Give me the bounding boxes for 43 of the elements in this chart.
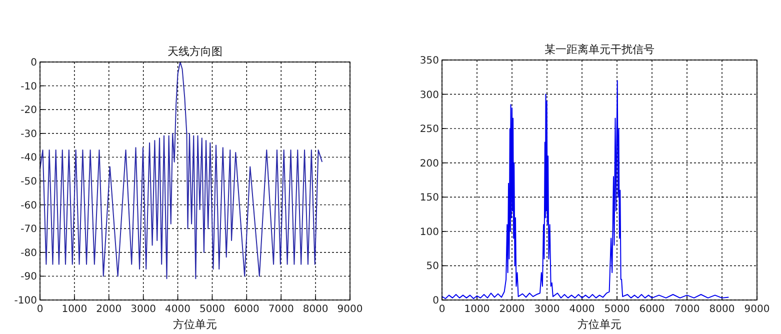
x-tick-label: 8000 bbox=[709, 304, 735, 315]
y-tick-label: -100 bbox=[14, 296, 37, 306]
y-tick-label: 150 bbox=[420, 192, 439, 204]
chart-title: 天线方向图 bbox=[168, 45, 222, 58]
y-tick-label: -30 bbox=[20, 128, 37, 140]
x-tick-label: 9000 bbox=[744, 304, 770, 315]
x-tick-label: 9000 bbox=[337, 304, 363, 315]
x-tick-label: 8000 bbox=[302, 304, 328, 315]
x-tick-label: 1000 bbox=[464, 304, 490, 315]
line-series bbox=[442, 80, 730, 300]
chart-title: 某一距离单元干扰信号 bbox=[544, 43, 654, 56]
y-tick-label: 0 bbox=[30, 58, 37, 68]
x-tick-label: 7000 bbox=[674, 304, 700, 315]
y-tick-label: -80 bbox=[20, 248, 37, 259]
y-tick-label: -60 bbox=[20, 200, 37, 212]
y-tick-label: 50 bbox=[426, 261, 439, 272]
y-tick-label: 100 bbox=[420, 226, 439, 238]
y-tick-label: -90 bbox=[20, 272, 37, 283]
x-tick-label: 2000 bbox=[499, 304, 525, 315]
y-tick-label: 0 bbox=[432, 296, 439, 306]
x-tick-label: 1000 bbox=[62, 304, 88, 315]
x-axis-title: 方位单元 bbox=[173, 318, 217, 331]
y-tick-label: -70 bbox=[20, 224, 37, 236]
y-tick-label: -40 bbox=[20, 152, 37, 164]
y-tick-label: -20 bbox=[20, 105, 37, 116]
y-tick-label: 350 bbox=[420, 56, 439, 66]
x-tick-label: 6000 bbox=[639, 304, 665, 315]
y-tick-label: 300 bbox=[420, 90, 439, 101]
y-tick-label: 250 bbox=[420, 124, 439, 136]
x-tick-label: 5000 bbox=[199, 304, 225, 315]
x-axis-title: 方位单元 bbox=[578, 318, 622, 331]
y-tick-label: -10 bbox=[20, 81, 37, 92]
y-tick-label: -50 bbox=[20, 176, 37, 188]
x-tick-label: 4000 bbox=[569, 304, 595, 315]
y-tick-label: 200 bbox=[420, 158, 439, 170]
x-tick-label: 7000 bbox=[268, 304, 294, 315]
x-tick-label: 2000 bbox=[96, 304, 122, 315]
x-tick-label: 4000 bbox=[165, 304, 191, 315]
line-series bbox=[40, 62, 323, 280]
x-tick-label: 3000 bbox=[534, 304, 560, 315]
x-tick-label: 3000 bbox=[130, 304, 156, 315]
x-tick-label: 6000 bbox=[234, 304, 260, 315]
x-tick-label: 5000 bbox=[604, 304, 630, 315]
